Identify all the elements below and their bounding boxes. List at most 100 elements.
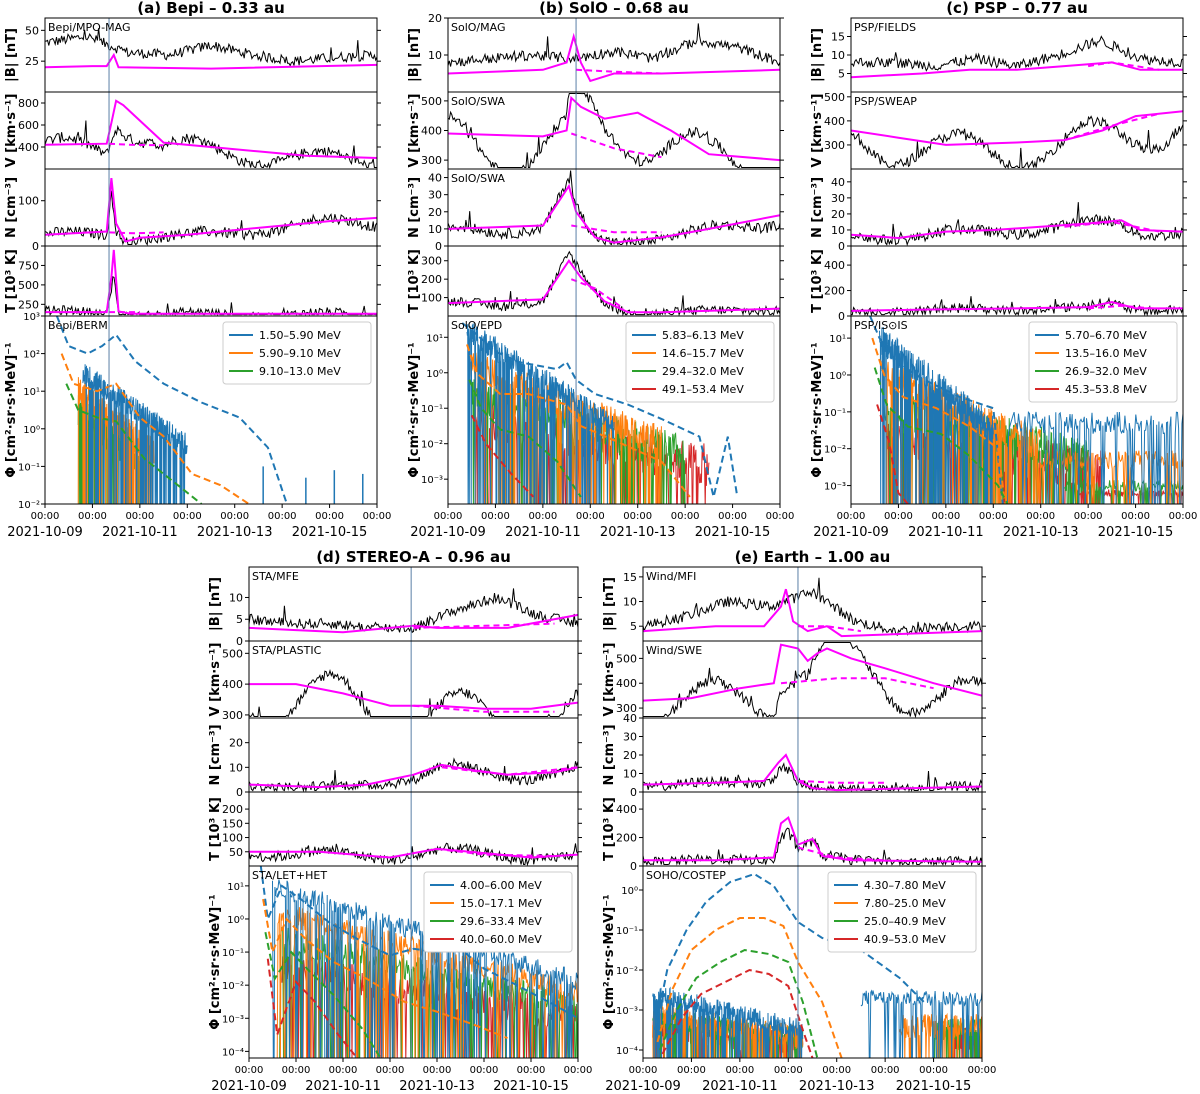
chart-3: (d) STEREO-A – 0.96 au 0 5 10 STA/MFE |B| [nT… — [208, 548, 592, 1094]
y-tick-label: 40 — [623, 712, 637, 725]
y-tick-label: 750 — [18, 259, 39, 272]
x-date-label: 2021-10-15 — [695, 525, 771, 540]
panel-N: 0 10 20 N [cm⁻³] — [208, 717, 582, 799]
chart-title: (b) SolO – 0.68 au — [539, 0, 689, 17]
y-tick-label: 10⁻¹ — [18, 462, 40, 473]
y-tick-label: 500 — [421, 95, 442, 108]
chart-title: (d) STEREO-A – 0.96 au — [316, 548, 511, 566]
y-tick-label: 400 — [18, 141, 39, 154]
model-unperturbed-series — [441, 766, 578, 776]
x-tick-time: 00:00 — [78, 511, 107, 522]
model-series — [45, 99, 377, 159]
panel-plot-area — [45, 177, 377, 246]
y-tick-label: 400 — [616, 677, 637, 690]
instrument-label: Wind/SWE — [646, 644, 702, 657]
x-tick-time: 00:00 — [564, 1065, 593, 1076]
y-tick-label: 300 — [222, 709, 243, 722]
model-unperturbed-series — [436, 847, 555, 857]
legend-label-1: 5.70–6.70 MeV — [1065, 329, 1147, 342]
panel-plot-area — [45, 28, 377, 70]
axis-label-N: N [cm⁻³] — [602, 724, 617, 785]
x-date-label: 2021-10-11 — [102, 525, 178, 540]
y-tick-label: 10⁰ — [621, 886, 638, 897]
legend: 5.70–6.70 MeV 13.5–16.0 MeV 26.9–32.0 MeV 4… — [1028, 321, 1178, 403]
panel-plot-area — [45, 99, 377, 169]
panel-plot-area — [643, 642, 982, 718]
model-series — [643, 643, 982, 702]
instrument-label: SolO/SWA — [451, 172, 505, 185]
panel-frame — [642, 865, 983, 1059]
x-tick-time: 00:00 — [822, 1065, 851, 1076]
panel-plot-area — [851, 35, 1183, 79]
x-tick-time: 00:00 — [837, 511, 866, 522]
y-tick-label: 300 — [421, 255, 442, 268]
flux-model-channel-3 — [873, 367, 1009, 504]
x-tick-time: 00:00 — [766, 511, 795, 522]
panel-B: 10 20 SolO/MAG |B| [nT] — [407, 12, 784, 93]
axis-label-F: Φ [cm²·sr·s·MeV]⁻¹ — [602, 894, 617, 1029]
observed-series — [448, 250, 780, 316]
x-tick-time: 00:00 — [220, 511, 249, 522]
y-tick-label: 10¹ — [426, 333, 443, 344]
observed-series — [643, 827, 982, 866]
y-tick-label: 300 — [616, 702, 637, 715]
y-tick-label: 25 — [25, 55, 39, 68]
panel-N: 0 10 20 30 40 SolO/SWA N [cm⁻³] — [407, 168, 784, 253]
y-tick-label: 10⁻¹ — [824, 408, 846, 419]
legend-label-3: 29.6–33.4 MeV — [460, 915, 542, 928]
x-tick-time: 00:00 — [235, 1065, 264, 1076]
x-tick-time: 00:00 — [968, 1065, 997, 1076]
panel-frame — [248, 865, 579, 1059]
instrument-label: SolO/EPD — [451, 319, 502, 332]
y-tick-label: 10⁻¹ — [616, 926, 638, 937]
model-series — [851, 61, 1183, 79]
axis-label-T: T [10³ K] — [810, 249, 825, 313]
y-tick-label: 40 — [831, 176, 845, 189]
model-unperturbed-series — [576, 68, 662, 75]
model-series — [45, 52, 377, 70]
x-date-label: 2021-10-09 — [605, 1079, 681, 1094]
model-series — [448, 95, 780, 162]
x-tick-time: 00:00 — [329, 1065, 358, 1076]
observed-series — [643, 642, 982, 718]
observed-series — [249, 588, 578, 634]
x-date-label: 2021-10-11 — [702, 1079, 778, 1094]
axis-label-V: V [km·s⁻¹] — [810, 94, 825, 168]
panel-plot-area — [249, 757, 578, 792]
model-unperturbed-series — [570, 278, 625, 310]
x-date-label: 2021-10-09 — [211, 1079, 287, 1094]
panel-F: 10⁻³ 10⁻² 10⁻¹ 10⁰ 10¹ 5.70–6.70 MeV 13.5–16.0… — [810, 315, 1184, 505]
axis-label-B: |B| [nT] — [4, 28, 19, 82]
y-tick-label: 10⁻¹ — [421, 404, 443, 415]
panel-plot-area — [851, 296, 1183, 316]
y-tick-label: 500 — [824, 91, 845, 104]
y-tick-label: 10 — [229, 761, 243, 774]
model-unperturbed-series — [413, 704, 555, 713]
y-tick-label: 10⁰ — [426, 369, 443, 380]
panel-plot-area — [461, 322, 739, 504]
x-tick-time: 00:00 — [576, 511, 605, 522]
y-tick-label: 30 — [623, 731, 637, 744]
x-tick-time: 00:00 — [725, 1065, 754, 1076]
x-tick-time: 00:00 — [470, 1065, 499, 1076]
panel-V: 300 400 500 STA/PLASTIC V [km·s⁻¹] — [208, 640, 582, 722]
panel-plot-area — [448, 23, 780, 83]
panel-plot-area — [448, 170, 780, 246]
model-unperturbed-series — [1064, 112, 1160, 142]
panel-plot-area — [448, 92, 780, 168]
panel-plot-area — [249, 669, 578, 718]
y-tick-label: 0 — [236, 786, 243, 799]
y-tick-label: 10⁻⁴ — [616, 1046, 638, 1057]
y-tick-label: 5 — [630, 620, 637, 633]
model-series — [448, 258, 780, 314]
y-tick-label: 500 — [616, 652, 637, 665]
x-date-label: 2021-10-15 — [292, 525, 368, 540]
model-unperturbed-series — [108, 231, 164, 235]
panel-frame — [447, 315, 781, 505]
panel-plot-area — [643, 753, 982, 792]
y-tick-label: 10 — [428, 223, 442, 236]
chart-title: (c) PSP – 0.77 au — [946, 0, 1088, 17]
x-date-label: 2021-10-15 — [493, 1079, 569, 1094]
model-unperturbed-series — [797, 779, 886, 784]
y-tick-label: 10 — [428, 49, 442, 62]
